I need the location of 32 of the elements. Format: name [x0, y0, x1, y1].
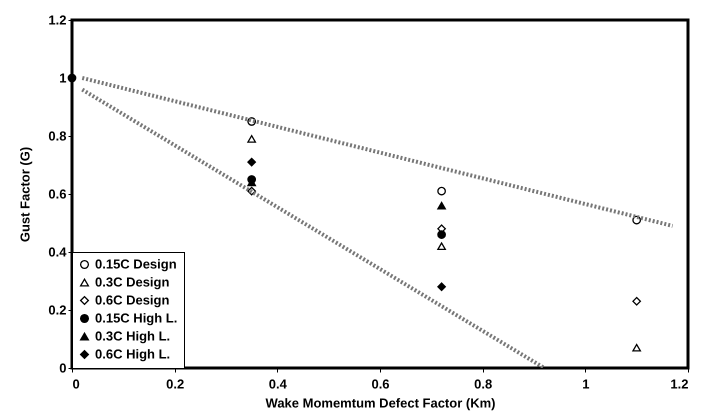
- legend-label: 0.3C High L.: [95, 328, 170, 344]
- point: [632, 344, 642, 352]
- x-tick-label: 1: [582, 376, 590, 392]
- y-axis-title: Gust Factor (G): [17, 146, 32, 242]
- legend-label: 0.3C Design: [95, 274, 170, 290]
- point: [632, 296, 642, 306]
- point: [437, 282, 446, 292]
- y-tick-label: 0.8: [48, 128, 66, 144]
- y-tick-label: 0.6: [48, 186, 66, 202]
- point: [437, 202, 446, 210]
- x-axis-title: Wake Momemtum Defect Factor (Km): [266, 396, 496, 410]
- x-tick-label: 1.2: [670, 376, 688, 392]
- point: [68, 74, 76, 82]
- point: [437, 186, 446, 196]
- y-tick-label: 0.4: [48, 244, 68, 260]
- point: [437, 230, 446, 239]
- x-tick-label: 0.6: [371, 376, 390, 392]
- x-tick-label: 0: [72, 376, 80, 392]
- legend-label: 0.6C High L.: [95, 346, 170, 362]
- x-tick-label: 0.8: [474, 376, 492, 392]
- y-tick-label: 0.2: [48, 302, 66, 318]
- y-tick-label: 0: [59, 360, 66, 376]
- point: [437, 242, 446, 250]
- y-tick-label: 1.2: [48, 12, 66, 28]
- legend-label: 0.15C Design: [95, 256, 177, 272]
- x-tick-label: 0.2: [166, 376, 184, 392]
- point: [247, 158, 256, 166]
- point: [247, 135, 256, 143]
- x-tick-label: 0.4: [268, 376, 288, 392]
- legend-label: 0.6C Design: [95, 292, 170, 308]
- legend-label: 0.15C High L.: [95, 310, 178, 326]
- y-tick-label: 1: [59, 70, 66, 86]
